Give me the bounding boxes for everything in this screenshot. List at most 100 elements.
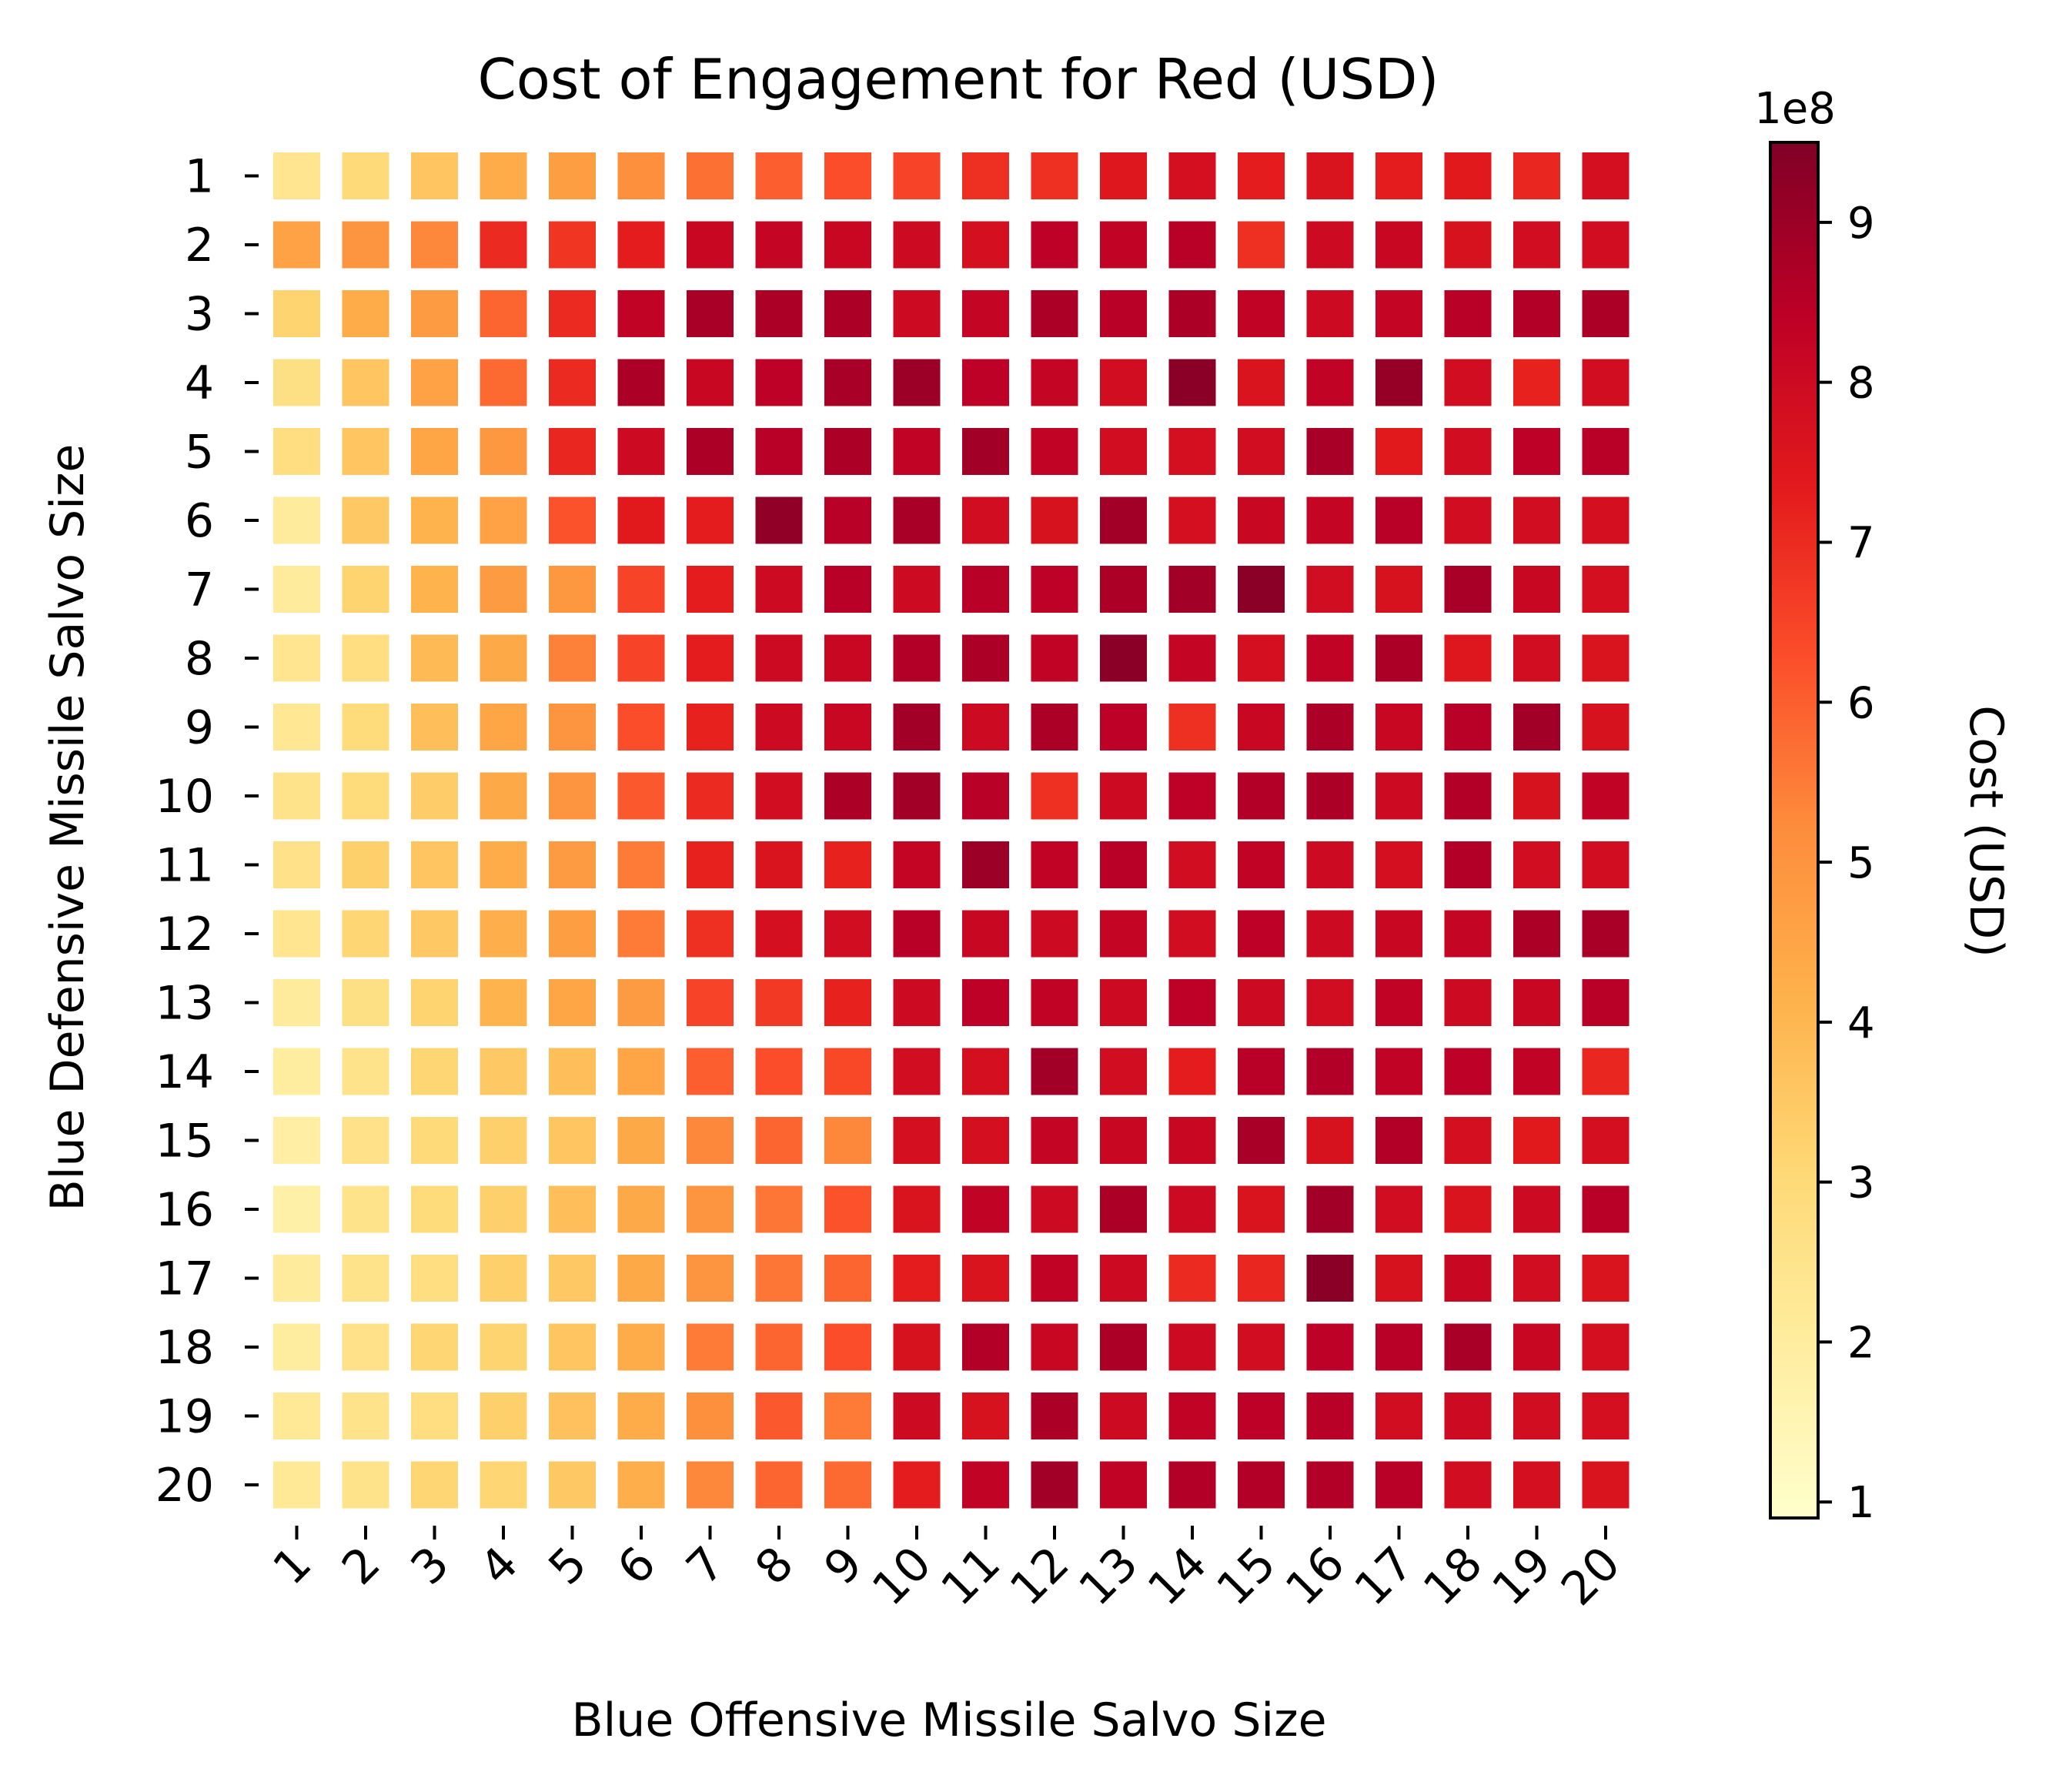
heatmap-cell	[1031, 221, 1078, 269]
heatmap-cell	[1168, 152, 1216, 199]
heatmap-cell	[1444, 428, 1492, 475]
heatmap-cell	[755, 1323, 803, 1371]
heatmap-cell	[687, 566, 734, 613]
heatmap-cell	[342, 428, 389, 475]
heatmap-cell	[1513, 221, 1560, 269]
heatmap-cell	[1306, 772, 1354, 820]
heatmap-cell	[687, 1117, 734, 1164]
heatmap-cell	[480, 1117, 527, 1164]
heatmap-cell	[893, 1323, 941, 1371]
heatmap-cell	[1375, 1392, 1422, 1439]
heatmap-cell	[687, 1048, 734, 1095]
heatmap-cell	[342, 1461, 389, 1509]
heatmap-cell	[1238, 910, 1285, 958]
heatmap-cell	[962, 1461, 1009, 1509]
heatmap-cell	[411, 1117, 458, 1164]
heatmap-cell	[893, 221, 941, 269]
heatmap-cell	[1238, 704, 1285, 751]
heatmap-cell	[755, 290, 803, 337]
heatmap-cell	[1582, 772, 1630, 820]
heatmap-cell	[617, 359, 665, 406]
heatmap-cell	[755, 841, 803, 888]
heatmap-cell	[1031, 979, 1078, 1026]
heatmap-cell	[617, 566, 665, 613]
heatmap-cell	[687, 1392, 734, 1439]
heatmap-cell	[1100, 634, 1147, 682]
heatmap-cell	[411, 772, 458, 820]
heatmap-cell	[549, 841, 596, 888]
heatmap-cell	[1100, 772, 1147, 820]
heatmap-cell	[549, 1323, 596, 1371]
heatmap-cell	[1306, 428, 1354, 475]
heatmap-cell	[1306, 359, 1354, 406]
heatmap-cell	[1031, 566, 1078, 613]
heatmap-cell	[1100, 910, 1147, 958]
heatmap-cell	[1168, 979, 1216, 1026]
heatmap-cell	[1306, 1323, 1354, 1371]
heatmap-cell	[1306, 979, 1354, 1026]
colorbar-gradient	[1769, 141, 1820, 1520]
heatmap-cell	[1100, 1461, 1147, 1509]
heatmap-cell	[617, 290, 665, 337]
heatmap-cell	[893, 428, 941, 475]
heatmap-cell	[1031, 359, 1078, 406]
heatmap-cell	[755, 1461, 803, 1509]
colorbar-tick-label: 8	[1847, 359, 1875, 409]
heatmap-cell	[755, 496, 803, 544]
heatmap-cell	[480, 566, 527, 613]
heatmap-cell	[1238, 359, 1285, 406]
heatmap-cell	[1444, 772, 1492, 820]
heatmap-cell	[480, 428, 527, 475]
heatmap-cell	[480, 910, 527, 958]
heatmap-cell	[755, 1117, 803, 1164]
heatmap-cell	[1513, 496, 1560, 544]
heatmap-cell	[824, 1323, 871, 1371]
colorbar-tick-label: 1	[1847, 1478, 1875, 1528]
heatmap-cell	[1582, 428, 1630, 475]
y-tick-label: 7	[185, 563, 214, 617]
heatmap-cell	[1582, 290, 1630, 337]
heatmap-cell	[1375, 1255, 1422, 1302]
heatmap-cell	[1582, 704, 1630, 751]
x-tick-label: 11	[931, 1536, 1011, 1616]
x-tick-label: 20	[1551, 1536, 1630, 1616]
heatmap-cell	[755, 221, 803, 269]
heatmap-cell	[1444, 910, 1492, 958]
heatmap-cell	[1031, 772, 1078, 820]
heatmap-cell	[1375, 1323, 1422, 1371]
heatmap-cell	[962, 634, 1009, 682]
heatmap-cell	[342, 772, 389, 820]
heatmap-cell	[342, 1392, 389, 1439]
heatmap-cell	[962, 359, 1009, 406]
heatmap-cell	[480, 496, 527, 544]
heatmap-cell	[1238, 1323, 1285, 1371]
heatmap-cell	[1375, 152, 1422, 199]
heatmap-cell	[342, 1048, 389, 1095]
heatmap-cell	[1031, 841, 1078, 888]
heatmap-cell	[1238, 634, 1285, 682]
heatmap-cell	[1513, 1392, 1560, 1439]
heatmap-cell	[342, 152, 389, 199]
heatmap-cell	[1168, 772, 1216, 820]
heatmap-cell	[1100, 1392, 1147, 1439]
heatmap-cell	[687, 704, 734, 751]
heatmap-cell	[273, 1461, 320, 1509]
colorbar-tick-label: 3	[1847, 1158, 1875, 1209]
heatmap-cell	[1100, 496, 1147, 544]
colorbar-tick-label: 9	[1847, 199, 1875, 249]
heatmap-cell	[1100, 290, 1147, 337]
heatmap-cell	[342, 910, 389, 958]
heatmap-cell	[549, 290, 596, 337]
heatmap-cell	[755, 428, 803, 475]
y-tick-label: 16	[155, 1183, 214, 1237]
heatmap-cell	[1444, 704, 1492, 751]
heatmap-cell	[411, 221, 458, 269]
heatmap-cell	[617, 1048, 665, 1095]
heatmap-cell	[1513, 1461, 1560, 1509]
y-tick-label: 9	[185, 701, 214, 755]
heatmap-cell	[1100, 841, 1147, 888]
heatmap-cell	[411, 1323, 458, 1371]
x-tick-label: 17	[1345, 1536, 1424, 1616]
heatmap-cell	[342, 1323, 389, 1371]
heatmap-cell	[617, 1461, 665, 1509]
